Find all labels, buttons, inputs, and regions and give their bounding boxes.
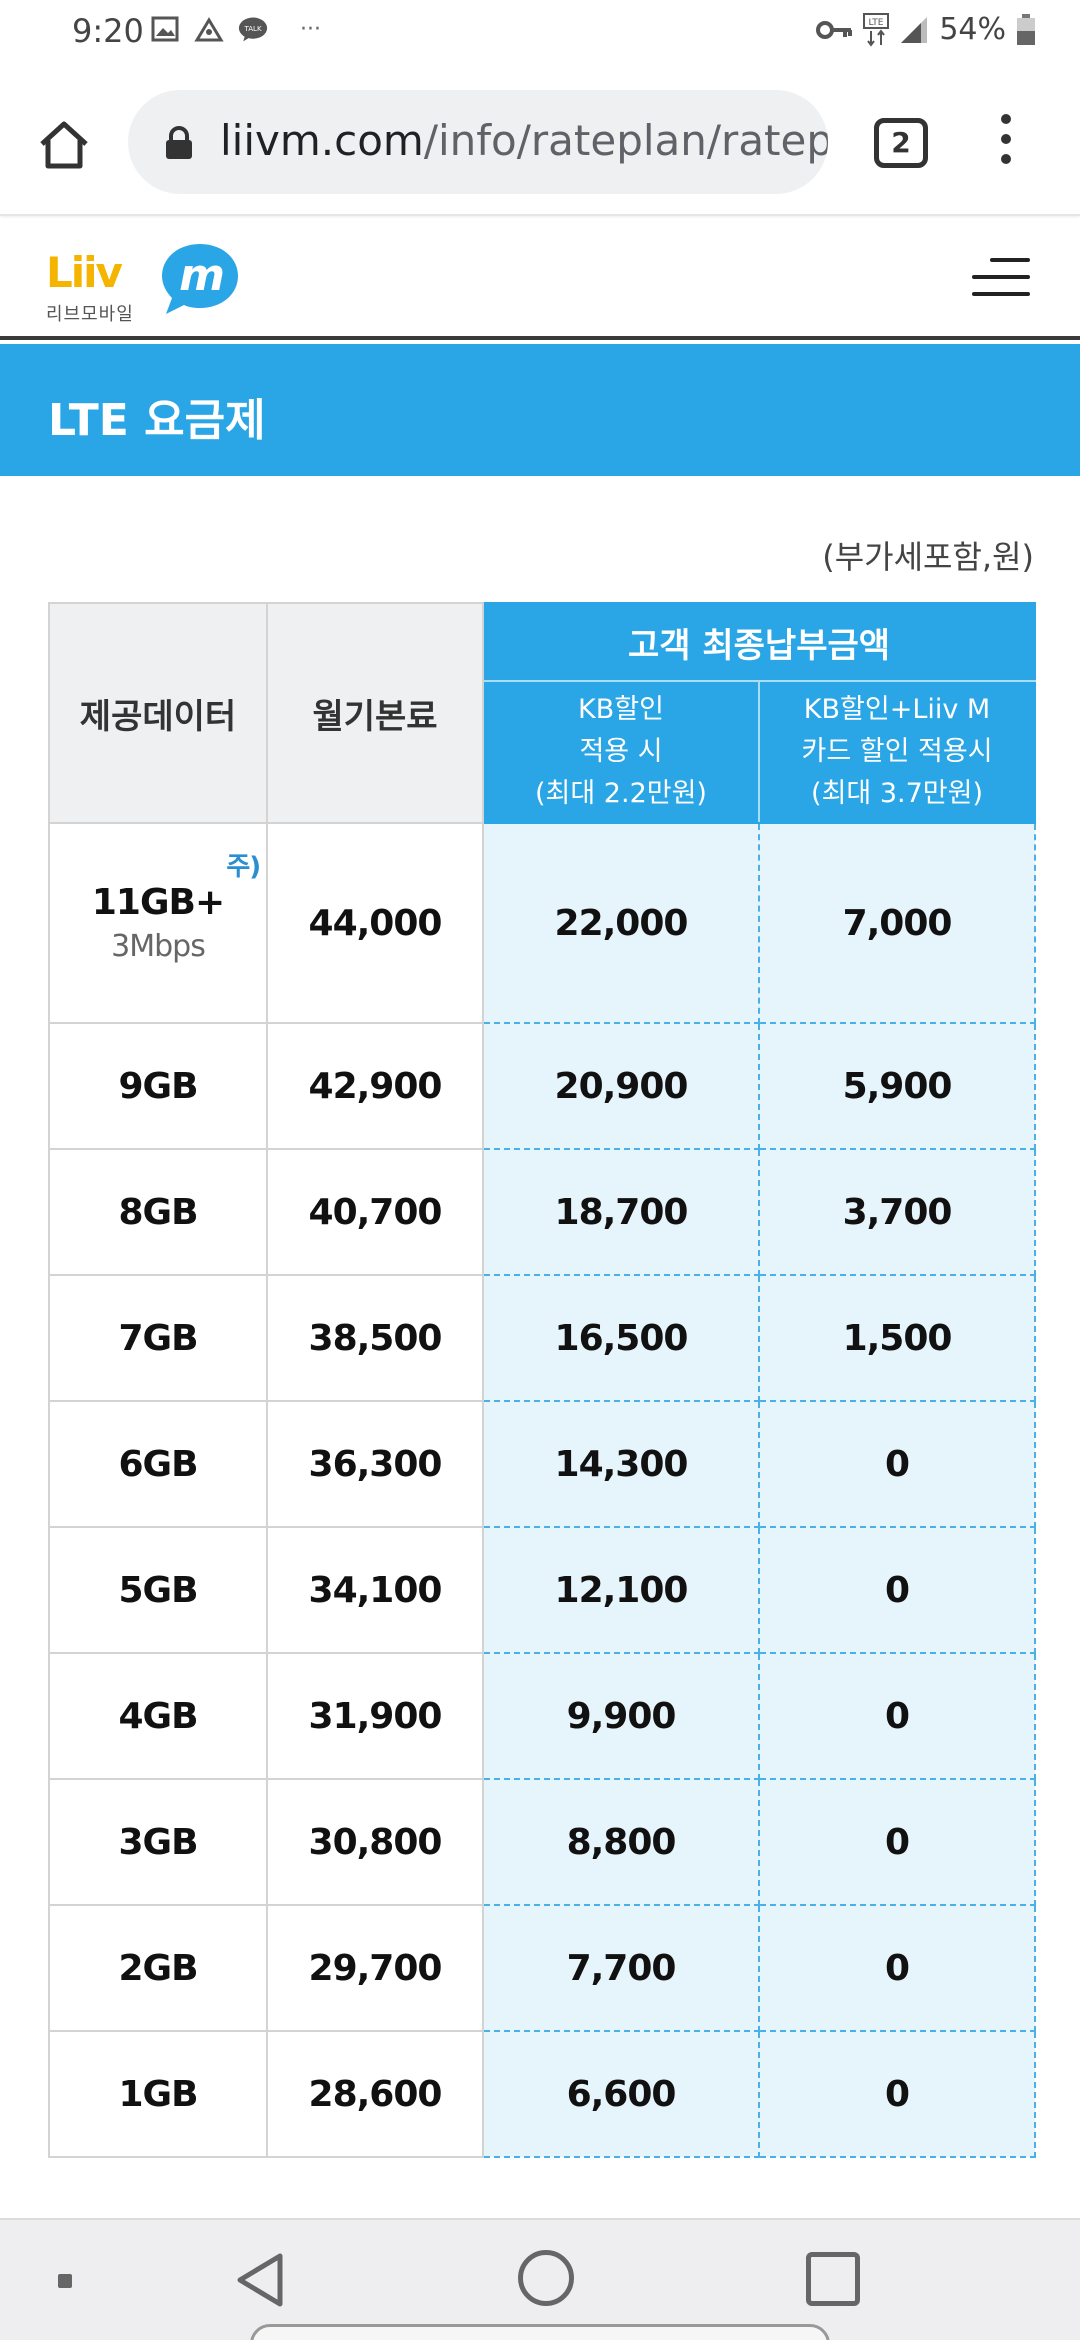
cell-kb: 14,300: [482, 1400, 760, 1528]
header-data: 제공데이터: [48, 602, 268, 824]
cell-kb-card: 0: [757, 1778, 1037, 1906]
vat-note: (부가세포함,원): [822, 538, 1034, 576]
key-icon: [816, 20, 853, 39]
cell-kb: 12,100: [482, 1526, 760, 1654]
rate-table: 제공데이터 월기본료 고객 최종납부금액 KB할인 적용 시 (최대 2.2만원…: [48, 602, 1037, 2158]
recent-apps-icon[interactable]: [806, 2252, 860, 2306]
cell-fee: 28,600: [266, 2030, 484, 2158]
cell-kb-card: 0: [757, 1526, 1037, 1654]
cell-kb-card: 0: [757, 2030, 1037, 2158]
system-icons: LTE 54%: [815, 12, 1036, 47]
svg-text:m: m: [179, 250, 225, 301]
cell-kb: 18,700: [482, 1148, 760, 1276]
cell-kb-card: 0: [757, 1400, 1037, 1528]
cell-data: 11GB+ 주) 3Mbps: [48, 822, 268, 1024]
table-row: 1GB 28,600 6,600 0: [48, 2030, 1037, 2158]
home-nav-icon[interactable]: [518, 2250, 574, 2306]
page-title-band: LTE 요금제: [0, 344, 1080, 476]
more-notifications: ···: [300, 16, 321, 42]
svg-text:LTE: LTE: [869, 18, 884, 28]
cell-fee: 38,500: [266, 1274, 484, 1402]
table-row: 3GB 30,800 8,800 0: [48, 1778, 1037, 1906]
site-header: Liiv m 리브모바일: [0, 218, 1080, 340]
table-row: 6GB 36,300 14,300 0: [48, 1400, 1037, 1528]
cell-data: 7GB: [48, 1274, 268, 1402]
cell-fee: 31,900: [266, 1652, 484, 1780]
cell-data: 1GB: [48, 2030, 268, 2158]
table-row: 5GB 34,100 12,100 0: [48, 1526, 1037, 1654]
nav-indicator-icon: [58, 2274, 72, 2288]
cell-data: 5GB: [48, 1526, 268, 1654]
rate-table-wrapper: 제공데이터 월기본료 고객 최종납부금액 KB할인 적용 시 (최대 2.2만원…: [48, 602, 1037, 2158]
cell-data: 6GB: [48, 1400, 268, 1528]
table-row: 8GB 40,700 18,700 3,700: [48, 1148, 1037, 1276]
cell-fee: 42,900: [266, 1022, 484, 1150]
battery-icon: [1017, 13, 1035, 45]
tab-switcher-button[interactable]: 2: [874, 118, 928, 168]
table-row: 11GB+ 주) 3Mbps 44,000 22,000 7,000: [48, 822, 1037, 1024]
liivm-logo[interactable]: Liiv m 리브모바일: [46, 238, 246, 328]
header-kb-card-discount: KB할인+Liiv M 카드 할인 적용시 (최대 3.7만원): [757, 680, 1037, 824]
header-monthly-fee: 월기본료: [266, 602, 484, 824]
footnote-mark[interactable]: 주): [226, 852, 261, 882]
hamburger-menu-icon[interactable]: [972, 258, 1030, 302]
cell-kb-card: 7,000: [757, 822, 1037, 1024]
cell-fee: 30,800: [266, 1778, 484, 1906]
cell-data: 9GB: [48, 1022, 268, 1150]
header-final-payment: 고객 최종납부금액: [481, 602, 1037, 682]
table-row: 7GB 38,500 16,500 1,500: [48, 1274, 1037, 1402]
table-row: 2GB 29,700 7,700 0: [48, 1904, 1037, 2032]
signal-icon: [901, 16, 928, 43]
address-bar[interactable]: liivm.com/info/rateplan/ratep: [128, 90, 828, 194]
cell-kb-card: 0: [757, 1904, 1037, 2032]
svg-text:TALK: TALK: [243, 24, 262, 33]
cell-kb: 9,900: [482, 1652, 760, 1780]
kakao-icon: [194, 17, 224, 42]
home-icon[interactable]: [36, 116, 92, 172]
header-kb-discount: KB할인 적용 시 (최대 2.2만원): [482, 680, 760, 824]
page-title: LTE 요금제: [48, 395, 266, 446]
back-icon[interactable]: [232, 2250, 288, 2310]
cell-data: 8GB: [48, 1148, 268, 1276]
lte-icon: LTE: [863, 12, 890, 47]
cell-kb: 16,500: [482, 1274, 760, 1402]
cell-fee: 29,700: [266, 1904, 484, 2032]
cell-fee: 40,700: [266, 1148, 484, 1276]
android-nav-bar: [0, 2218, 1080, 2340]
cell-data: 3GB: [48, 1778, 268, 1906]
browser-toolbar: liivm.com/info/rateplan/ratep 2: [0, 66, 1080, 216]
url-text: liivm.com/info/rateplan/ratep: [220, 116, 828, 165]
cell-kb-card: 3,700: [757, 1148, 1037, 1276]
cell-kb: 6,600: [482, 2030, 760, 2158]
browser-menu-icon[interactable]: [996, 114, 1016, 174]
talk-icon: TALK: [238, 17, 268, 42]
cell-kb: 22,000: [482, 822, 760, 1024]
table-row: 4GB 31,900 9,900 0: [48, 1652, 1037, 1780]
cell-data: 4GB: [48, 1652, 268, 1780]
battery-percent: 54%: [939, 12, 1006, 47]
status-bar: 9:20 TALK ··· LTE 54%: [0, 0, 1080, 66]
gallery-icon: [151, 16, 179, 42]
cell-kb-card: 5,900: [757, 1022, 1037, 1150]
cell-kb: 8,800: [482, 1778, 760, 1906]
cell-fee: 34,100: [266, 1526, 484, 1654]
cell-speed: 3Mbps: [111, 929, 206, 964]
cell-fee: 36,300: [266, 1400, 484, 1528]
lock-icon: [166, 126, 192, 159]
cell-kb: 7,700: [482, 1904, 760, 2032]
cell-kb-card: 0: [757, 1652, 1037, 1780]
cell-kb-card: 1,500: [757, 1274, 1037, 1402]
gesture-pill[interactable]: [250, 2324, 830, 2340]
cell-data: 2GB: [48, 1904, 268, 2032]
logo-subtitle: 리브모바일: [46, 304, 134, 325]
logo-wordmark: Liiv: [46, 248, 123, 297]
logo-m-bubble: m: [162, 244, 238, 314]
status-time: 9:20: [72, 12, 144, 50]
table-row: 9GB 42,900 20,900 5,900: [48, 1022, 1037, 1150]
cell-kb: 20,900: [482, 1022, 760, 1150]
cell-fee: 44,000: [266, 822, 484, 1024]
notification-icons: TALK ···: [150, 14, 321, 44]
